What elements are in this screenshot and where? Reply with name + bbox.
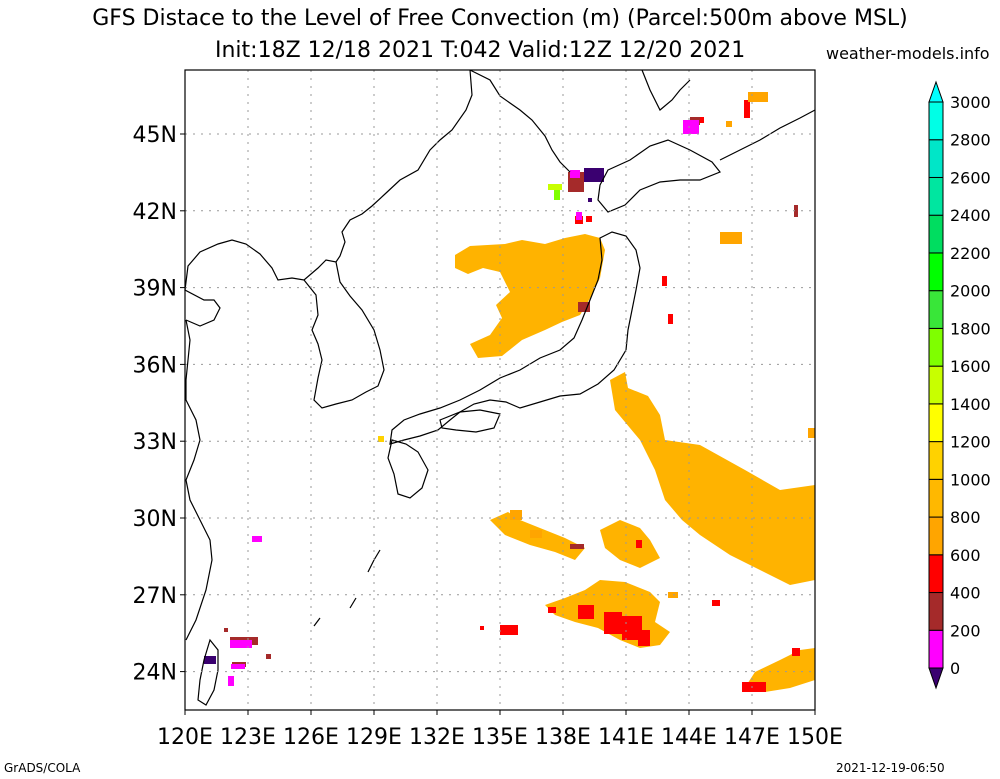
field-purple-spots <box>204 168 604 664</box>
lon-tick-label: 147E <box>724 725 780 750</box>
coast-kyushu <box>387 439 429 499</box>
colorbar-label: 2000 <box>950 282 991 301</box>
colorbar-label: 2600 <box>950 168 991 187</box>
coast-china-east <box>185 319 213 641</box>
field-region-sea-of-japan <box>455 234 605 358</box>
lat-tick-label: 45N <box>133 123 177 148</box>
lon-tick-label: 123E <box>220 725 276 750</box>
coast-asian-mainland <box>184 69 473 327</box>
lat-tick-label: 36N <box>133 353 177 378</box>
axes: 24N 27N 30N 33N 36N 39N 42N 45N 120E 123E 126E 129E… <box>133 123 843 750</box>
lon-tick-label: 144E <box>661 725 717 750</box>
field-region-pacific <box>610 372 815 585</box>
gridlines <box>185 70 815 710</box>
coast-hokkaido <box>597 139 721 213</box>
coast-ryukyu <box>313 549 381 627</box>
lon-tick-label: 129E <box>346 725 402 750</box>
field-overlay <box>204 92 815 692</box>
lon-tick-label: 150E <box>787 725 843 750</box>
lon-tick-label: 135E <box>472 725 528 750</box>
lon-tick-label: 126E <box>283 725 339 750</box>
lat-tick-label: 33N <box>133 430 177 455</box>
lat-tick-label: 39N <box>133 277 177 302</box>
colorbar-under-triangle <box>928 667 944 690</box>
colorbar-label: 2800 <box>950 131 991 150</box>
colorbar-segment <box>928 365 944 405</box>
colorbar-segment <box>928 214 944 254</box>
colorbar-segment <box>928 441 944 480</box>
lat-tick-label: 42N <box>133 200 177 225</box>
colorbar: 0 200 400 600 800 1000 1200 1400 1600 1800 2000 220… <box>928 80 991 690</box>
field-red-spots <box>480 100 800 692</box>
colorbar-segment <box>928 516 944 556</box>
colorbar-label: 1600 <box>950 357 991 376</box>
coast-sea-of-okhotsk <box>469 69 571 173</box>
coast-kuril <box>719 109 816 161</box>
chart-subtitle: Init:18Z 12/18 2021 T:042 Valid:12Z 12/2… <box>215 38 746 63</box>
colorbar-label: 600 <box>950 546 981 565</box>
colorbar-label: 200 <box>950 621 981 640</box>
colorbar-segment <box>928 629 944 669</box>
colorbar-segment <box>928 592 944 631</box>
colorbar-label: 1000 <box>950 470 991 489</box>
lon-tick-label: 138E <box>535 725 591 750</box>
field-green-spots <box>378 184 562 442</box>
colorbar-label: 1800 <box>950 319 991 338</box>
field-brown-spots <box>224 117 798 667</box>
field-region-southeast <box>742 648 815 692</box>
lon-tick-label: 120E <box>157 725 213 750</box>
colorbar-segment <box>928 327 944 367</box>
colorbar-label: 3000 <box>950 93 991 112</box>
lat-tick-label: 24N <box>133 661 177 686</box>
coast-sakhalin <box>641 69 691 111</box>
colorbar-label: 1400 <box>950 395 991 414</box>
colorbar-over-triangle <box>928 80 944 103</box>
coast-shikoku <box>439 409 501 433</box>
colorbar-label: 0 <box>950 659 960 678</box>
coast-honshu <box>389 231 641 445</box>
footer-software: GrADS/COLA <box>4 761 81 775</box>
source-label: weather-models.info <box>826 44 990 63</box>
colorbar-segment <box>928 101 944 141</box>
colorbar-label: 400 <box>950 584 981 603</box>
lat-tick-label: 27N <box>133 584 177 609</box>
lon-tick-label: 132E <box>409 725 465 750</box>
lat-tick-label: 30N <box>133 507 177 532</box>
colorbar-segment <box>928 176 944 216</box>
colorbar-segment <box>928 139 944 178</box>
lon-tick-label: 141E <box>598 725 654 750</box>
colorbar-label: 2400 <box>950 206 991 225</box>
field-region-southwest <box>600 520 660 568</box>
colorbar-label: 800 <box>950 508 981 527</box>
coastlines <box>184 69 816 706</box>
colorbar-segment <box>928 554 944 594</box>
footer-timestamp: 2021-12-19-06:50 <box>836 761 945 775</box>
coast-taiwan <box>197 638 219 706</box>
coast-korea <box>303 261 385 409</box>
colorbar-label: 2200 <box>950 244 991 263</box>
field-magenta-spots <box>228 120 699 686</box>
colorbar-segment <box>928 252 944 292</box>
colorbar-label: 1200 <box>950 433 991 452</box>
colorbar-segment <box>928 290 944 329</box>
colorbar-segment <box>928 478 944 518</box>
chart-title: GFS Distace to the Level of Free Convect… <box>92 6 908 31</box>
colorbar-segment <box>928 403 944 443</box>
